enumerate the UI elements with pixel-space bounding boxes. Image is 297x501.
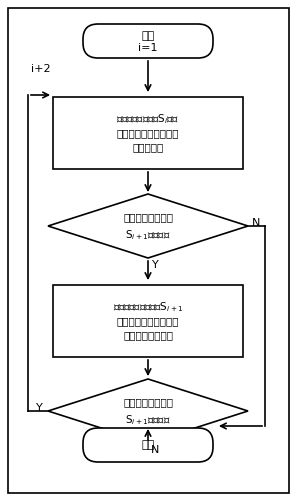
Text: Y: Y — [152, 260, 158, 270]
FancyBboxPatch shape — [83, 428, 213, 462]
Bar — [53, 97, 243, 169]
Text: 中节点根据其纵坐标再: 中节点根据其纵坐标再 — [117, 316, 179, 326]
FancyBboxPatch shape — [83, 24, 213, 58]
Text: 点根据其横坐标划分为: 点根据其横坐标划分为 — [117, 128, 179, 138]
Text: 对区域中所有属于S$_i$中节: 对区域中所有属于S$_i$中节 — [116, 112, 180, 126]
Text: S$_{i+1}$中的节点: S$_{i+1}$中的节点 — [125, 228, 171, 242]
Bar — [53, 285, 243, 357]
Text: 两个子区域: 两个子区域 — [132, 142, 164, 152]
Text: N: N — [252, 218, 260, 228]
Text: 是否存在属于集合: 是否存在属于集合 — [123, 397, 173, 407]
Text: N: N — [151, 445, 159, 455]
Text: Y: Y — [36, 403, 43, 413]
Text: S$_{i+1}$中的节点: S$_{i+1}$中的节点 — [125, 413, 171, 427]
Text: i=1: i=1 — [138, 43, 158, 53]
Text: 划分为两个子区域: 划分为两个子区域 — [123, 330, 173, 340]
Text: 结束: 结束 — [141, 440, 155, 450]
Text: 对每个子区域中属于S$_{i+1}$: 对每个子区域中属于S$_{i+1}$ — [113, 300, 183, 314]
Polygon shape — [48, 194, 248, 258]
Text: 开始: 开始 — [141, 31, 155, 41]
Polygon shape — [48, 379, 248, 443]
Text: 是否存在属于集合: 是否存在属于集合 — [123, 212, 173, 222]
Text: i+2: i+2 — [31, 64, 50, 74]
